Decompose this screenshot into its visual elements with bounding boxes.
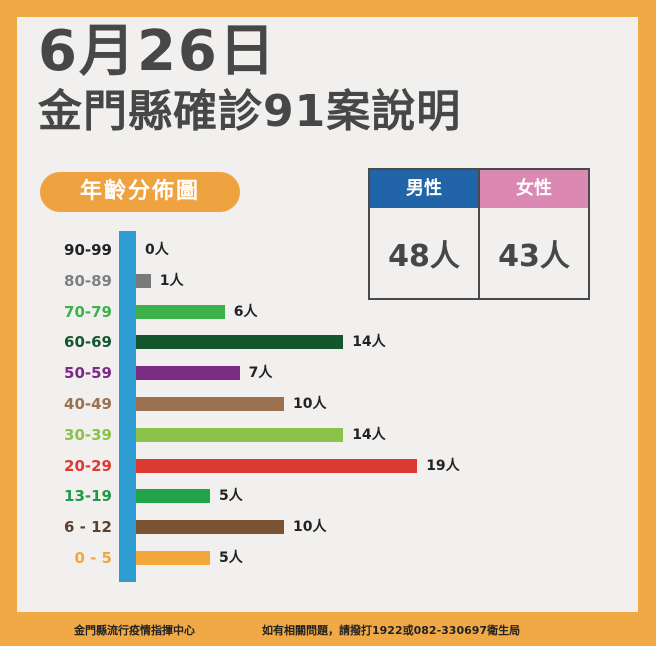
bar [136,397,284,411]
age-label: 80-89 [64,271,112,290]
bar-row: 13-19 5人 [0,486,656,506]
female-count: 43人 [498,239,570,274]
age-label: 50-59 [64,364,112,383]
bar-row: 30-39 14人 [0,425,656,445]
age-label: 60-69 [64,333,112,352]
page-title: 金門縣確診91案說明 [38,86,462,137]
value-label: 10人 [293,396,327,412]
female-column: 女性 43人 [478,170,588,298]
bar-row: 60-69 14人 [0,332,656,352]
section-label: 年齡分佈圖 [40,172,240,212]
bar-row: 70-79 6人 [0,302,656,322]
bar [136,304,225,319]
value-label: 19人 [426,457,460,474]
footer-org: 金門縣流行疫情指揮中心 [74,624,195,637]
bar-row: 20-29 19人 [0,456,656,476]
age-label: 13-19 [64,487,112,506]
age-label: 0 - 5 [74,549,112,567]
value-label: 10人 [293,519,327,536]
bar [136,427,344,442]
bar-row: 50-59 7人 [0,363,656,383]
bar [136,335,344,350]
age-label: 6 - 12 [64,518,112,537]
bar [136,551,210,565]
age-label: 70-79 [64,302,112,321]
footer: 金門縣流行疫情指揮中心 如有相關問題，請撥打1922或082-330697衛生局 [0,612,656,646]
bar [136,458,418,473]
value-label: 1人 [159,272,184,289]
age-label: 90-99 [64,241,112,259]
age-label: 20-29 [64,456,112,475]
bar [136,520,284,535]
bar [136,366,240,381]
footer-contact: 如有相關問題，請撥打1922或082-330697衛生局 [262,624,521,637]
male-count: 48人 [388,239,460,274]
bar-row: 90-99 0人 [0,240,656,260]
bar-row: 6 - 12 10人 [0,517,656,537]
date-title: 6月26日 [38,19,277,84]
bar [136,489,210,504]
value-label: 5人 [219,488,243,505]
age-label: 30-39 [64,425,112,444]
chart-axis [119,231,136,582]
value-label: 7人 [248,365,273,382]
value-label: 14人 [352,426,386,443]
value-label: 0人 [145,242,169,258]
bar-row: 40-49 10人 [0,394,656,414]
value-label: 5人 [219,550,243,566]
bar [136,273,151,288]
gender-table: 男性 48人 女性 43人 [368,168,590,300]
bar-row: 0 - 5 5人 [0,548,656,568]
male-header: 男性 [370,170,478,208]
value-label: 14人 [352,334,386,351]
bar-row: 80-89 1人 [0,271,656,291]
female-header: 女性 [480,170,588,208]
value-label: 6人 [233,303,258,320]
male-column: 男性 48人 [370,170,478,298]
age-label: 40-49 [64,395,112,413]
